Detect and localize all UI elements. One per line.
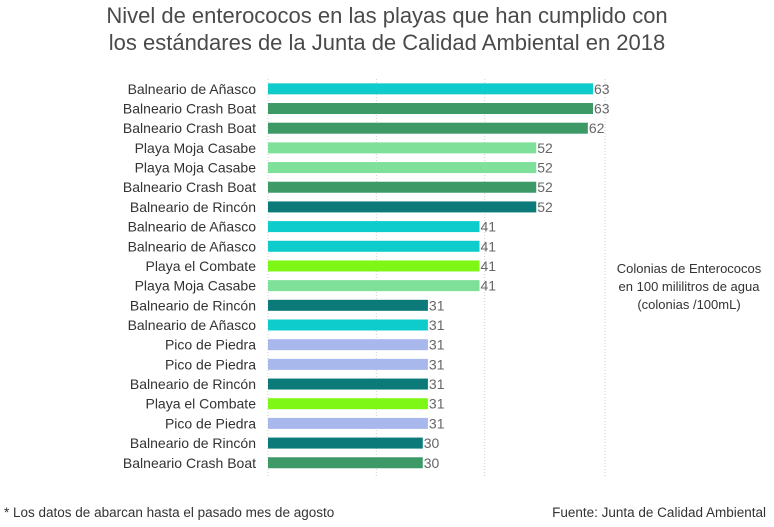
data-label: 31 [429,415,445,431]
bar [268,221,480,233]
data-label: 31 [429,396,445,412]
bar [268,260,480,272]
value-axis-label: Colonias de Enterococos en 100 mililitro… [603,260,774,314]
bar [268,201,537,213]
category-label: Balneario de Añasco [128,219,257,235]
data-label: 62 [589,120,605,136]
bar [268,437,423,449]
category-label: Balneario de Añasco [128,238,257,254]
category-label: Balneario Crash Boat [123,179,256,195]
category-label: Playa Moja Casabe [135,278,257,294]
category-label: Pico de Piedra [165,415,256,431]
category-label: Playa Moja Casabe [135,140,257,156]
chart-title-line-1: Nivel de enterococos en las playas que h… [106,3,668,28]
data-label: 41 [481,219,497,235]
data-label: 30 [424,435,440,451]
bar [268,162,537,174]
data-label: 52 [537,160,553,176]
data-label: 41 [481,238,497,254]
data-label: 41 [481,258,497,274]
footnote: * Los datos de abarcan hasta el pasado m… [4,505,335,520]
bar [268,240,480,252]
category-label: Balneario de Rincón [130,376,256,392]
value-axis-label-line-1: Colonias de Enterococos [616,261,762,276]
bar [268,83,593,95]
chart-title: Nivel de enterococos en las playas que h… [0,2,774,56]
category-label: Playa el Combate [145,258,256,274]
chart-title-line-2: los estándares de la Junta de Calidad Am… [108,30,666,55]
category-label: Balneario Crash Boat [123,101,256,117]
category-label: Balneario de Rincón [130,199,256,215]
category-label: Balneario de Añasco [128,81,257,97]
category-label: Balneario Crash Boat [123,120,256,136]
bar [268,142,537,154]
category-label: Balneario de Añasco [128,317,257,333]
bar [268,378,428,390]
category-label: Balneario Crash Boat [123,455,256,471]
bar [268,299,428,311]
category-label: Playa Moja Casabe [135,160,257,176]
data-label: 63 [594,101,610,117]
data-label: 31 [429,337,445,353]
bar [268,417,428,429]
data-label: 31 [429,317,445,333]
category-label: Playa el Combate [145,396,256,412]
data-label: 30 [424,455,440,471]
bar [268,181,537,193]
category-label: Balneario de Rincón [130,297,256,313]
data-label: 31 [429,356,445,372]
data-label: 52 [537,179,553,195]
bar [268,358,428,370]
source-note: Fuente: Junta de Calidad Ambiental [552,505,766,520]
category-label: Balneario de Rincón [130,435,256,451]
bar [268,122,588,134]
bar [268,398,428,410]
data-label: 31 [429,376,445,392]
bar [268,339,428,351]
bar [268,457,423,469]
bar [268,319,428,331]
category-label: Pico de Piedra [165,337,256,353]
data-label: 63 [594,81,610,97]
data-label: 52 [537,140,553,156]
category-label: Pico de Piedra [165,356,256,372]
bar [268,280,480,292]
value-axis-label-line-3: (colonias /100mL) [637,297,741,312]
bar [268,103,593,115]
data-label: 31 [429,297,445,313]
data-label: 52 [537,199,553,215]
value-axis-label-line-2: en 100 mililitros de agua [618,279,760,294]
bar-chart: Balneario de Añasco 63 Balneario Crash Boa… [123,79,610,477]
data-label: 41 [481,278,497,294]
